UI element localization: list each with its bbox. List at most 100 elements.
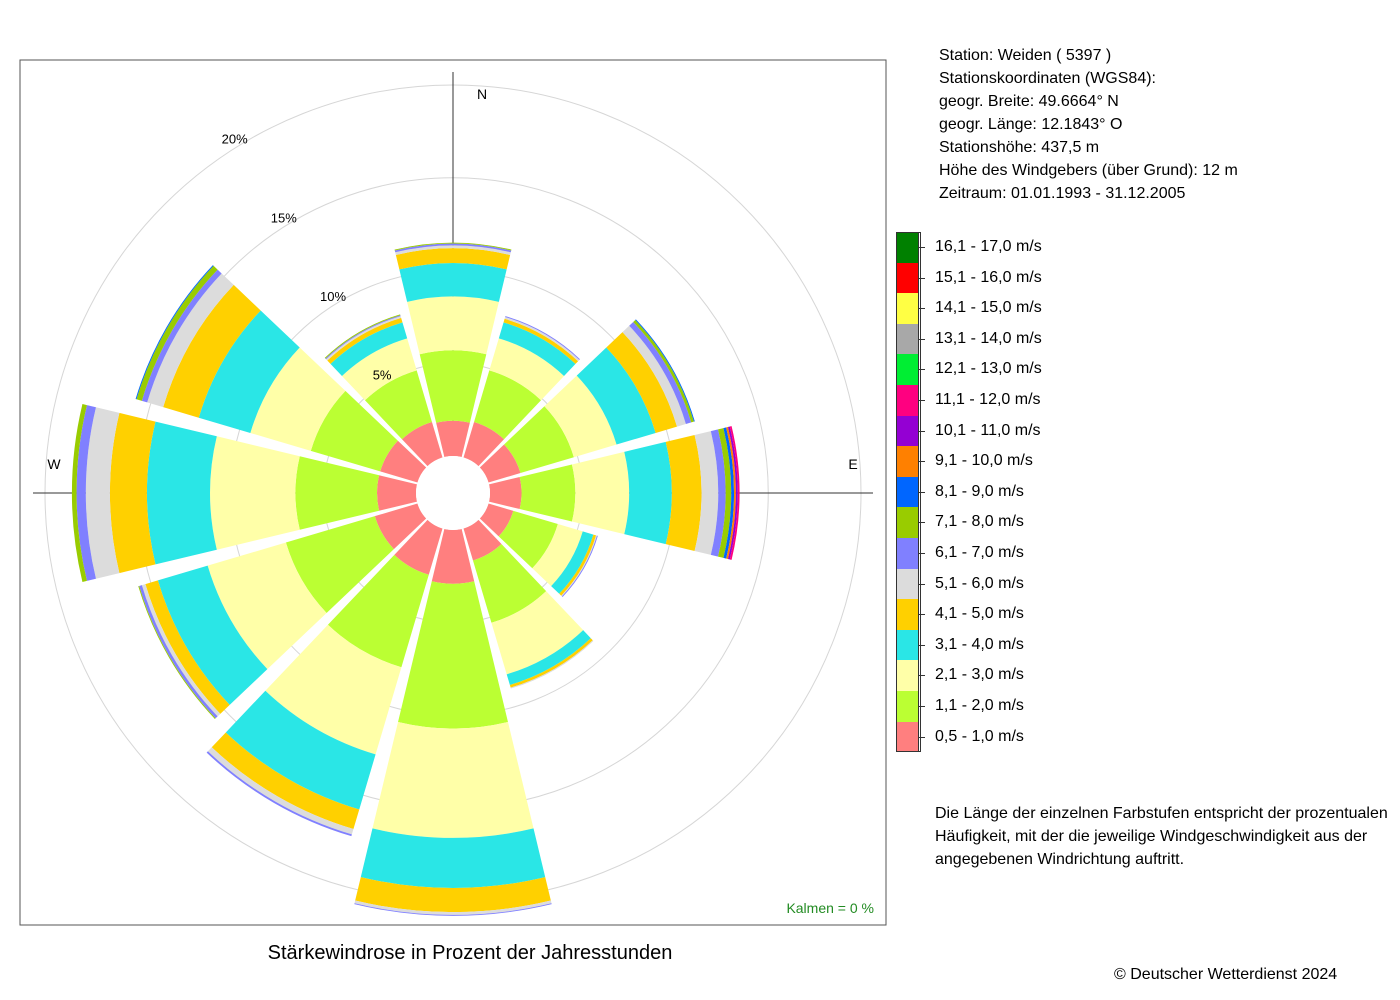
sector-300-bin-7 (136, 265, 218, 401)
legend-item: 1,1 - 2,0 m/s (896, 691, 1196, 722)
legend-label: 7,1 - 8,0 m/s (935, 513, 1024, 531)
sector-0-bin-3 (399, 263, 507, 302)
legend-tick (919, 522, 925, 524)
sector-0-bin-6 (394, 243, 512, 253)
legend-item: 12,1 - 13,0 m/s (896, 354, 1196, 385)
station-info: Station: Weiden ( 5397 ) Stationskoordin… (939, 44, 1238, 205)
sector-90-bin-8 (723, 427, 734, 559)
sector-330-bin-3 (330, 322, 408, 377)
legend-swatch (896, 660, 919, 691)
legend-tick (919, 583, 925, 585)
legend-swatch (896, 476, 919, 508)
sector-30-bin-0 (463, 421, 505, 467)
sector-330-bin-2 (341, 338, 417, 401)
legend-swatch (896, 385, 919, 416)
sector-300-bin-2 (250, 347, 346, 451)
compass-label-e: E (848, 456, 857, 472)
sector-90-bin-1 (519, 464, 576, 522)
sector-0-bin-0 (436, 420, 470, 458)
sector-120-bin-1 (498, 510, 558, 569)
sector-180-bin-4 (355, 877, 551, 913)
legend-tick (919, 461, 925, 463)
legend-item: 4,1 - 5,0 m/s (896, 599, 1196, 630)
sector-120-bin-3 (551, 531, 594, 594)
sector-270-bin-2 (210, 436, 300, 550)
legend-swatch (896, 232, 919, 263)
sector-270-bin-1 (295, 456, 380, 530)
sector-300-bin-6 (141, 269, 222, 403)
legend-tick (919, 308, 925, 310)
sector-90-bin-10 (727, 426, 738, 560)
legend-item: 9,1 - 10,0 m/s (896, 446, 1196, 477)
legend-label: 5,1 - 6,0 m/s (935, 574, 1024, 592)
legend-item: 8,1 - 9,0 m/s (896, 476, 1196, 508)
legend-label: 1,1 - 2,0 m/s (935, 697, 1024, 714)
sector-150-bin-0 (463, 519, 502, 561)
legend-tick (919, 369, 925, 371)
sector-300-bin-4 (163, 284, 261, 418)
legend-item: 11,1 - 12,0 m/s (896, 385, 1196, 416)
sector-120-bin-2 (532, 524, 583, 587)
sector-90-bin-3 (624, 441, 672, 545)
plot-frame (19, 59, 887, 926)
sector-60-bin-5 (622, 325, 686, 427)
radial-tick-label-10: 10% (320, 289, 346, 304)
legend-label: 0,5 - 1,0 m/s (935, 727, 1024, 745)
time-period: Zeitraum: 01.01.1993 - 31.12.2005 (939, 185, 1186, 202)
legend-item: 7,1 - 8,0 m/s (896, 507, 1196, 538)
compass-label-w: W (47, 456, 61, 472)
sector-210-bin-5 (207, 747, 354, 835)
legend-label: 13,1 - 14,0 m/s (935, 329, 1042, 347)
legend-tick (919, 706, 925, 707)
sector-330-bin-0 (401, 421, 443, 467)
sector-0-bin-4 (395, 248, 511, 270)
longitude: geogr. Länge: 12.1843° O (939, 116, 1123, 133)
legend-item: 13,1 - 14,0 m/s (896, 323, 1196, 355)
legend-swatch (896, 538, 919, 569)
legend-swatch (896, 293, 919, 324)
sector-300-bin-3 (198, 310, 300, 433)
legend-tick (919, 644, 925, 646)
legend-tick (919, 338, 925, 340)
legend-swatch (896, 354, 919, 385)
legend-swatch (896, 323, 919, 355)
sector-0-bin-2 (407, 296, 499, 355)
legend-tick (919, 614, 925, 616)
sector-60-bin-4 (606, 332, 678, 433)
sector-90-bin-7 (718, 428, 732, 558)
sector-210-bin-4 (211, 732, 360, 830)
sector-0-bin-1 (419, 350, 487, 423)
sector-90-bin-4 (665, 435, 702, 551)
sector-240-bin-3 (157, 565, 268, 705)
sector-60-bin-1 (504, 406, 574, 474)
legend-item: 16,1 - 17,0 m/s (896, 232, 1196, 263)
sector-60-bin-0 (479, 444, 521, 483)
sector-300-bin-5 (147, 273, 234, 408)
legend-swatch (896, 507, 919, 538)
sector-210-bin-3 (225, 690, 376, 810)
legend-item: 14,1 - 15,0 m/s (896, 293, 1196, 324)
chart-title: Stärkewindrose in Prozent der Jahresstun… (267, 942, 673, 964)
legend-tick (919, 736, 925, 738)
radial-tick-label-15: 15% (271, 210, 297, 225)
sector-60-bin-3 (576, 347, 656, 445)
sector-270-bin-4 (109, 412, 156, 574)
sector-90-bin-6 (710, 429, 726, 557)
legend-label: 9,1 - 10,0 m/s (935, 452, 1033, 470)
sector-30-bin-3 (498, 322, 576, 377)
sector-180-bin-0 (431, 528, 475, 584)
sector-90-bin-2 (571, 451, 630, 535)
legend-label: 12,1 - 13,0 m/s (935, 360, 1042, 378)
legend-item: 6,1 - 7,0 m/s (896, 538, 1196, 569)
wind-sectors (71, 242, 740, 916)
legend-label: 16,1 - 17,0 m/s (935, 238, 1042, 255)
legend-tick (919, 553, 925, 554)
sector-240-bin-2 (207, 542, 327, 670)
sector-30-bin-4 (503, 318, 579, 364)
legend-item: 0,5 - 1,0 m/s (896, 721, 1196, 753)
sector-270-bin-7 (71, 404, 87, 582)
sector-150-bin-1 (472, 544, 547, 623)
legend-swatch (896, 262, 919, 294)
legend-label: 3,1 - 4,0 m/s (935, 635, 1024, 653)
sector-300-bin-0 (380, 440, 427, 483)
